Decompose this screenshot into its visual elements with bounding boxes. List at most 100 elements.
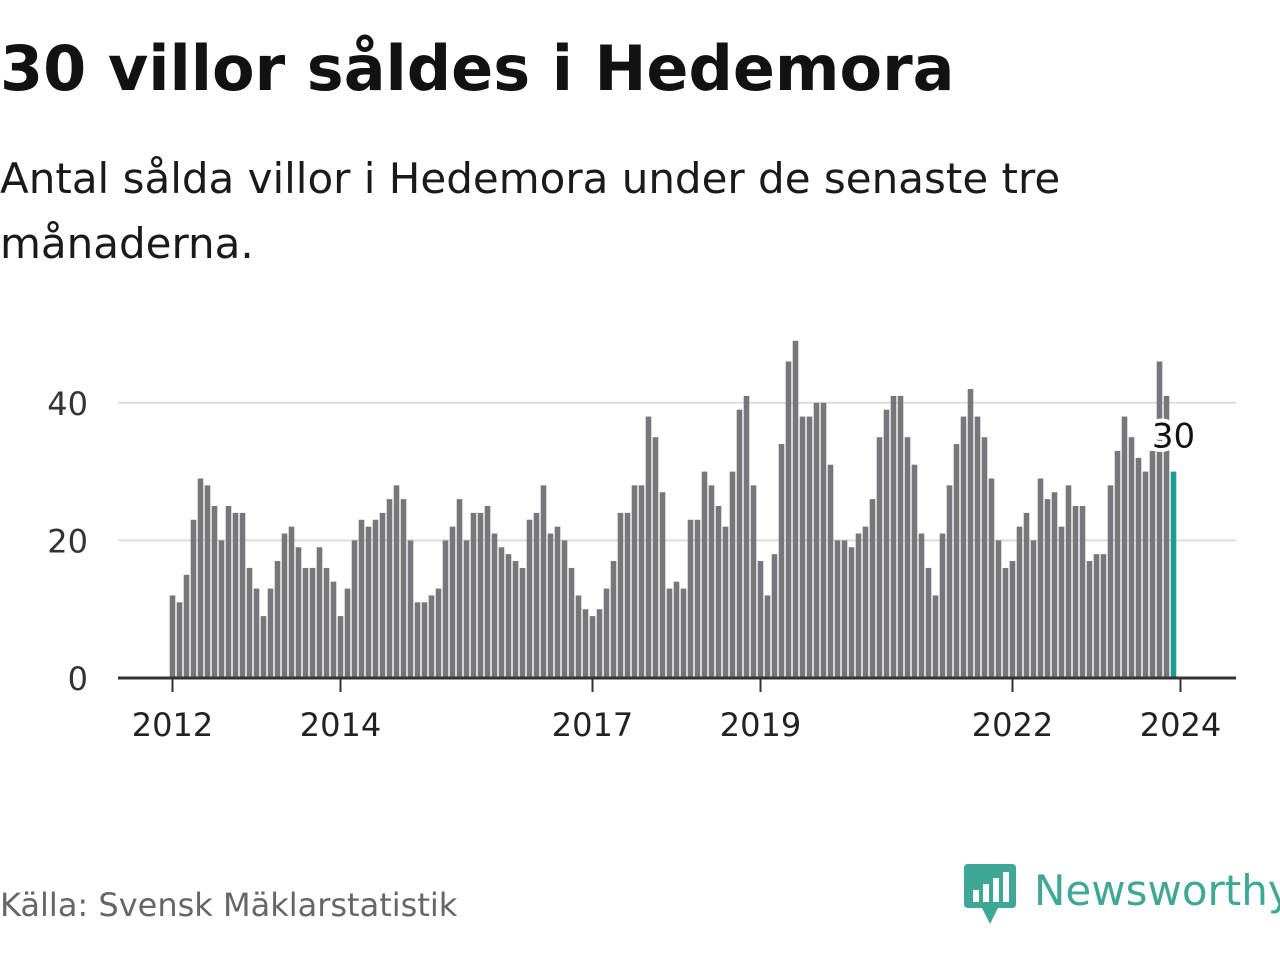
bar bbox=[428, 595, 435, 678]
bar bbox=[554, 526, 561, 678]
bar bbox=[246, 567, 253, 678]
bar bbox=[414, 602, 421, 678]
bar bbox=[344, 588, 351, 678]
x-tick-label: 2017 bbox=[552, 706, 633, 744]
bar bbox=[743, 395, 750, 678]
bar bbox=[190, 519, 197, 678]
bar bbox=[1044, 499, 1051, 678]
bar bbox=[1058, 526, 1065, 678]
bar bbox=[218, 540, 225, 678]
bar-highlight bbox=[1170, 471, 1177, 678]
bar bbox=[505, 554, 512, 678]
bar bbox=[540, 485, 547, 678]
bar bbox=[1100, 554, 1107, 678]
bar bbox=[204, 485, 211, 678]
bar bbox=[589, 616, 596, 678]
x-tick-label: 2022 bbox=[972, 706, 1053, 744]
bar bbox=[575, 595, 582, 678]
bar bbox=[470, 512, 477, 678]
bar bbox=[176, 602, 183, 678]
bar bbox=[876, 437, 883, 678]
bar bbox=[393, 485, 400, 678]
bar bbox=[197, 478, 204, 678]
bar bbox=[302, 567, 309, 678]
bar bbox=[666, 588, 673, 678]
bar bbox=[722, 526, 729, 678]
y-tick-label: 0 bbox=[68, 660, 88, 698]
bar bbox=[729, 471, 736, 678]
bar bbox=[701, 471, 708, 678]
bar bbox=[1002, 567, 1009, 678]
bar bbox=[764, 595, 771, 678]
bar bbox=[512, 561, 519, 678]
bar bbox=[967, 389, 974, 678]
bar bbox=[1051, 492, 1058, 678]
bar bbox=[456, 499, 463, 678]
bar bbox=[1142, 471, 1149, 678]
bar bbox=[225, 506, 232, 678]
bar bbox=[1037, 478, 1044, 678]
bar bbox=[288, 526, 295, 678]
bar bbox=[862, 526, 869, 678]
bar bbox=[911, 464, 918, 678]
bar bbox=[449, 526, 456, 678]
bar bbox=[547, 533, 554, 678]
bar bbox=[1107, 485, 1114, 678]
chart-subtitle: Antal sålda villor i Hedemora under de s… bbox=[0, 154, 1061, 269]
bar bbox=[988, 478, 995, 678]
bar bbox=[337, 616, 344, 678]
bar bbox=[477, 512, 484, 678]
bar bbox=[841, 540, 848, 678]
x-tick-label: 2014 bbox=[300, 706, 381, 744]
bar bbox=[932, 595, 939, 678]
bar bbox=[274, 561, 281, 678]
bar bbox=[834, 540, 841, 678]
bar bbox=[939, 533, 946, 678]
bar bbox=[281, 533, 288, 678]
bar bbox=[673, 581, 680, 678]
bar-annotation-label: 30 bbox=[1152, 417, 1195, 457]
bar bbox=[484, 506, 491, 678]
bar bbox=[169, 595, 176, 678]
bar bbox=[750, 485, 757, 678]
x-tick-label: 2019 bbox=[720, 706, 801, 744]
bar bbox=[1009, 561, 1016, 678]
bar bbox=[533, 512, 540, 678]
bar bbox=[960, 416, 967, 678]
source-note: Källa: Svensk Mäklarstatistik bbox=[0, 886, 458, 924]
bar bbox=[379, 512, 386, 678]
bar bbox=[1121, 416, 1128, 678]
bar bbox=[946, 485, 953, 678]
bar bbox=[1128, 437, 1135, 678]
bar bbox=[736, 409, 743, 678]
bar bbox=[610, 561, 617, 678]
bar bbox=[526, 519, 533, 678]
bar bbox=[1093, 554, 1100, 678]
bar bbox=[918, 533, 925, 678]
bar bbox=[295, 547, 302, 678]
bar bbox=[1023, 512, 1030, 678]
bar bbox=[330, 581, 337, 678]
bar bbox=[624, 512, 631, 678]
bar bbox=[1016, 526, 1023, 678]
bar bbox=[638, 485, 645, 678]
bar bbox=[645, 416, 652, 678]
bar bbox=[617, 512, 624, 678]
bar bbox=[687, 519, 694, 678]
bar bbox=[442, 540, 449, 678]
bar bbox=[1030, 540, 1037, 678]
bar bbox=[253, 588, 260, 678]
bar bbox=[400, 499, 407, 678]
bar bbox=[778, 444, 785, 678]
bar bbox=[372, 519, 379, 678]
bar bbox=[715, 506, 722, 678]
bar bbox=[491, 533, 498, 678]
bar bbox=[421, 602, 428, 678]
bar bbox=[974, 416, 981, 678]
brand-name: Newsworthy bbox=[1034, 866, 1280, 915]
bar bbox=[1135, 457, 1142, 678]
bar bbox=[582, 609, 589, 678]
x-tick-label: 2024 bbox=[1140, 706, 1221, 744]
bar bbox=[435, 588, 442, 678]
bar bbox=[232, 512, 239, 678]
